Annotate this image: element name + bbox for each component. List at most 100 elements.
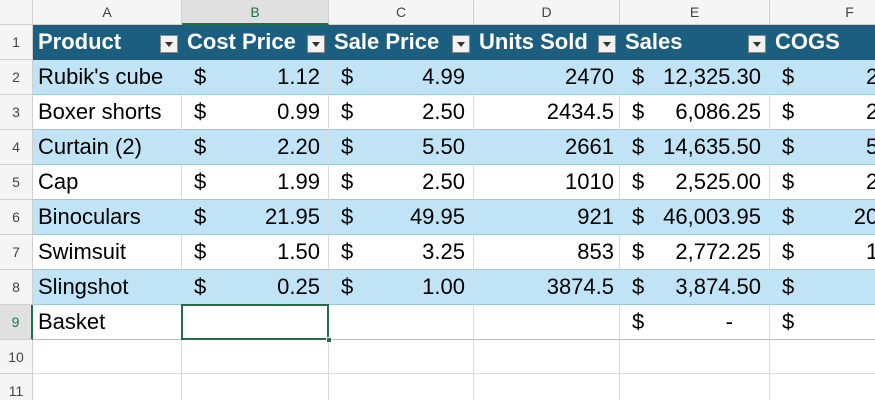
cell[interactable]: 3874.5 (474, 270, 620, 305)
cell[interactable] (329, 340, 474, 374)
cell[interactable] (329, 374, 474, 400)
cell[interactable] (620, 340, 770, 374)
cell-text: Curtain (2) (38, 134, 142, 159)
filter-button[interactable] (748, 35, 766, 53)
cell[interactable]: $2,766 (770, 60, 875, 95)
cell[interactable]: $14,635.50 (620, 130, 770, 165)
cell[interactable]: $2.50 (329, 165, 474, 200)
filter-button[interactable] (307, 35, 325, 53)
column-header[interactable]: E (620, 0, 770, 25)
cell[interactable] (33, 340, 182, 374)
cell[interactable] (770, 340, 875, 374)
cell[interactable]: $21.95 (182, 200, 329, 235)
row-header[interactable]: 8 (0, 270, 33, 305)
column-header[interactable]: D (474, 0, 620, 25)
cell[interactable]: $0.25 (182, 270, 329, 305)
cell[interactable]: Boxer shorts (33, 95, 182, 130)
cell[interactable]: Curtain (2) (33, 130, 182, 165)
row-header[interactable]: 6 (0, 200, 33, 235)
cell[interactable]: $3.25 (329, 235, 474, 270)
filter-button[interactable] (452, 35, 470, 53)
cell[interactable]: 2470 (474, 60, 620, 95)
cell[interactable]: $1.00 (329, 270, 474, 305)
currency-symbol: $ (341, 99, 354, 124)
cell[interactable]: $5.50 (329, 130, 474, 165)
row-header[interactable]: 10 (0, 340, 33, 374)
row-header[interactable]: 3 (0, 95, 33, 130)
cell[interactable] (474, 374, 620, 400)
cell[interactable]: 921 (474, 200, 620, 235)
cell[interactable]: 1010 (474, 165, 620, 200)
amount: 20,215 (853, 204, 875, 229)
cell[interactable]: $2.50 (329, 95, 474, 130)
column-header[interactable]: C (329, 0, 474, 25)
row-header[interactable]: 2 (0, 60, 33, 95)
table-header-cell: Sale Price (329, 25, 474, 60)
row-header[interactable]: 4 (0, 130, 33, 165)
cell[interactable]: $2,772.25 (620, 235, 770, 270)
cell[interactable]: $3,874.50 (620, 270, 770, 305)
column-header[interactable]: A (33, 0, 182, 25)
cell[interactable]: $968 (770, 270, 875, 305)
amount: 2,772.25 (675, 239, 761, 264)
cell-number: 3874.5 (546, 274, 614, 299)
cell[interactable]: $1,279 (770, 235, 875, 270)
filter-button[interactable] (598, 35, 616, 53)
table-header-cell: COGS (770, 25, 875, 60)
cell[interactable] (182, 374, 329, 400)
currency-symbol: $ (194, 274, 207, 299)
cell[interactable]: Basket (33, 305, 182, 340)
cell[interactable] (182, 305, 329, 340)
cell[interactable]: Slingshot (33, 270, 182, 305)
cell[interactable]: $2.20 (182, 130, 329, 165)
fill-handle[interactable] (326, 337, 332, 343)
cell[interactable] (474, 340, 620, 374)
currency-symbol: $ (341, 169, 354, 194)
cell[interactable]: $1.99 (182, 165, 329, 200)
cell[interactable] (474, 305, 620, 340)
cell[interactable]: $4.99 (329, 60, 474, 95)
currency-symbol: $ (194, 169, 207, 194)
row-header[interactable]: 7 (0, 235, 33, 270)
cell[interactable]: Rubik's cube (33, 60, 182, 95)
cell[interactable]: $5,854 (770, 130, 875, 165)
cell[interactable]: 2661 (474, 130, 620, 165)
cell[interactable]: 2434.5 (474, 95, 620, 130)
column-header[interactable]: B (182, 0, 329, 25)
cell[interactable]: $20,215 (770, 200, 875, 235)
currency-symbol: $ (632, 274, 645, 299)
cell[interactable]: $1.12 (182, 60, 329, 95)
row-header[interactable]: 9 (0, 305, 33, 340)
cell[interactable]: $49.95 (329, 200, 474, 235)
cell[interactable]: $ - (620, 305, 770, 340)
cell[interactable]: $2,525.00 (620, 165, 770, 200)
cell[interactable]: $0.99 (182, 95, 329, 130)
cell[interactable]: $1.50 (182, 235, 329, 270)
currency-symbol: $ (341, 204, 354, 229)
cell[interactable]: Swimsuit (33, 235, 182, 270)
cell[interactable]: $12,325.30 (620, 60, 770, 95)
column-header[interactable]: F (770, 0, 875, 25)
cell[interactable] (770, 374, 875, 400)
row-header[interactable]: 5 (0, 165, 33, 200)
cell[interactable]: $46,003.95 (620, 200, 770, 235)
cell[interactable]: $ (770, 305, 875, 340)
header-text: COGS (775, 29, 840, 54)
cell[interactable] (329, 305, 474, 340)
cell[interactable]: $2,009 (770, 165, 875, 200)
cell[interactable] (33, 374, 182, 400)
selected-cell (181, 304, 329, 340)
cell[interactable] (620, 374, 770, 400)
cell-text: Slingshot (38, 274, 129, 299)
cell[interactable]: $2,410 (770, 95, 875, 130)
currency-symbol: $ (782, 239, 795, 264)
cell[interactable] (182, 340, 329, 374)
row-header[interactable]: 11 (0, 374, 33, 400)
cell[interactable]: Cap (33, 165, 182, 200)
cell[interactable]: $6,086.25 (620, 95, 770, 130)
cell[interactable]: 853 (474, 235, 620, 270)
amount: 14,635.50 (663, 134, 761, 159)
filter-button[interactable] (160, 35, 178, 53)
cell[interactable]: Binoculars (33, 200, 182, 235)
row-header[interactable]: 1 (0, 25, 33, 60)
